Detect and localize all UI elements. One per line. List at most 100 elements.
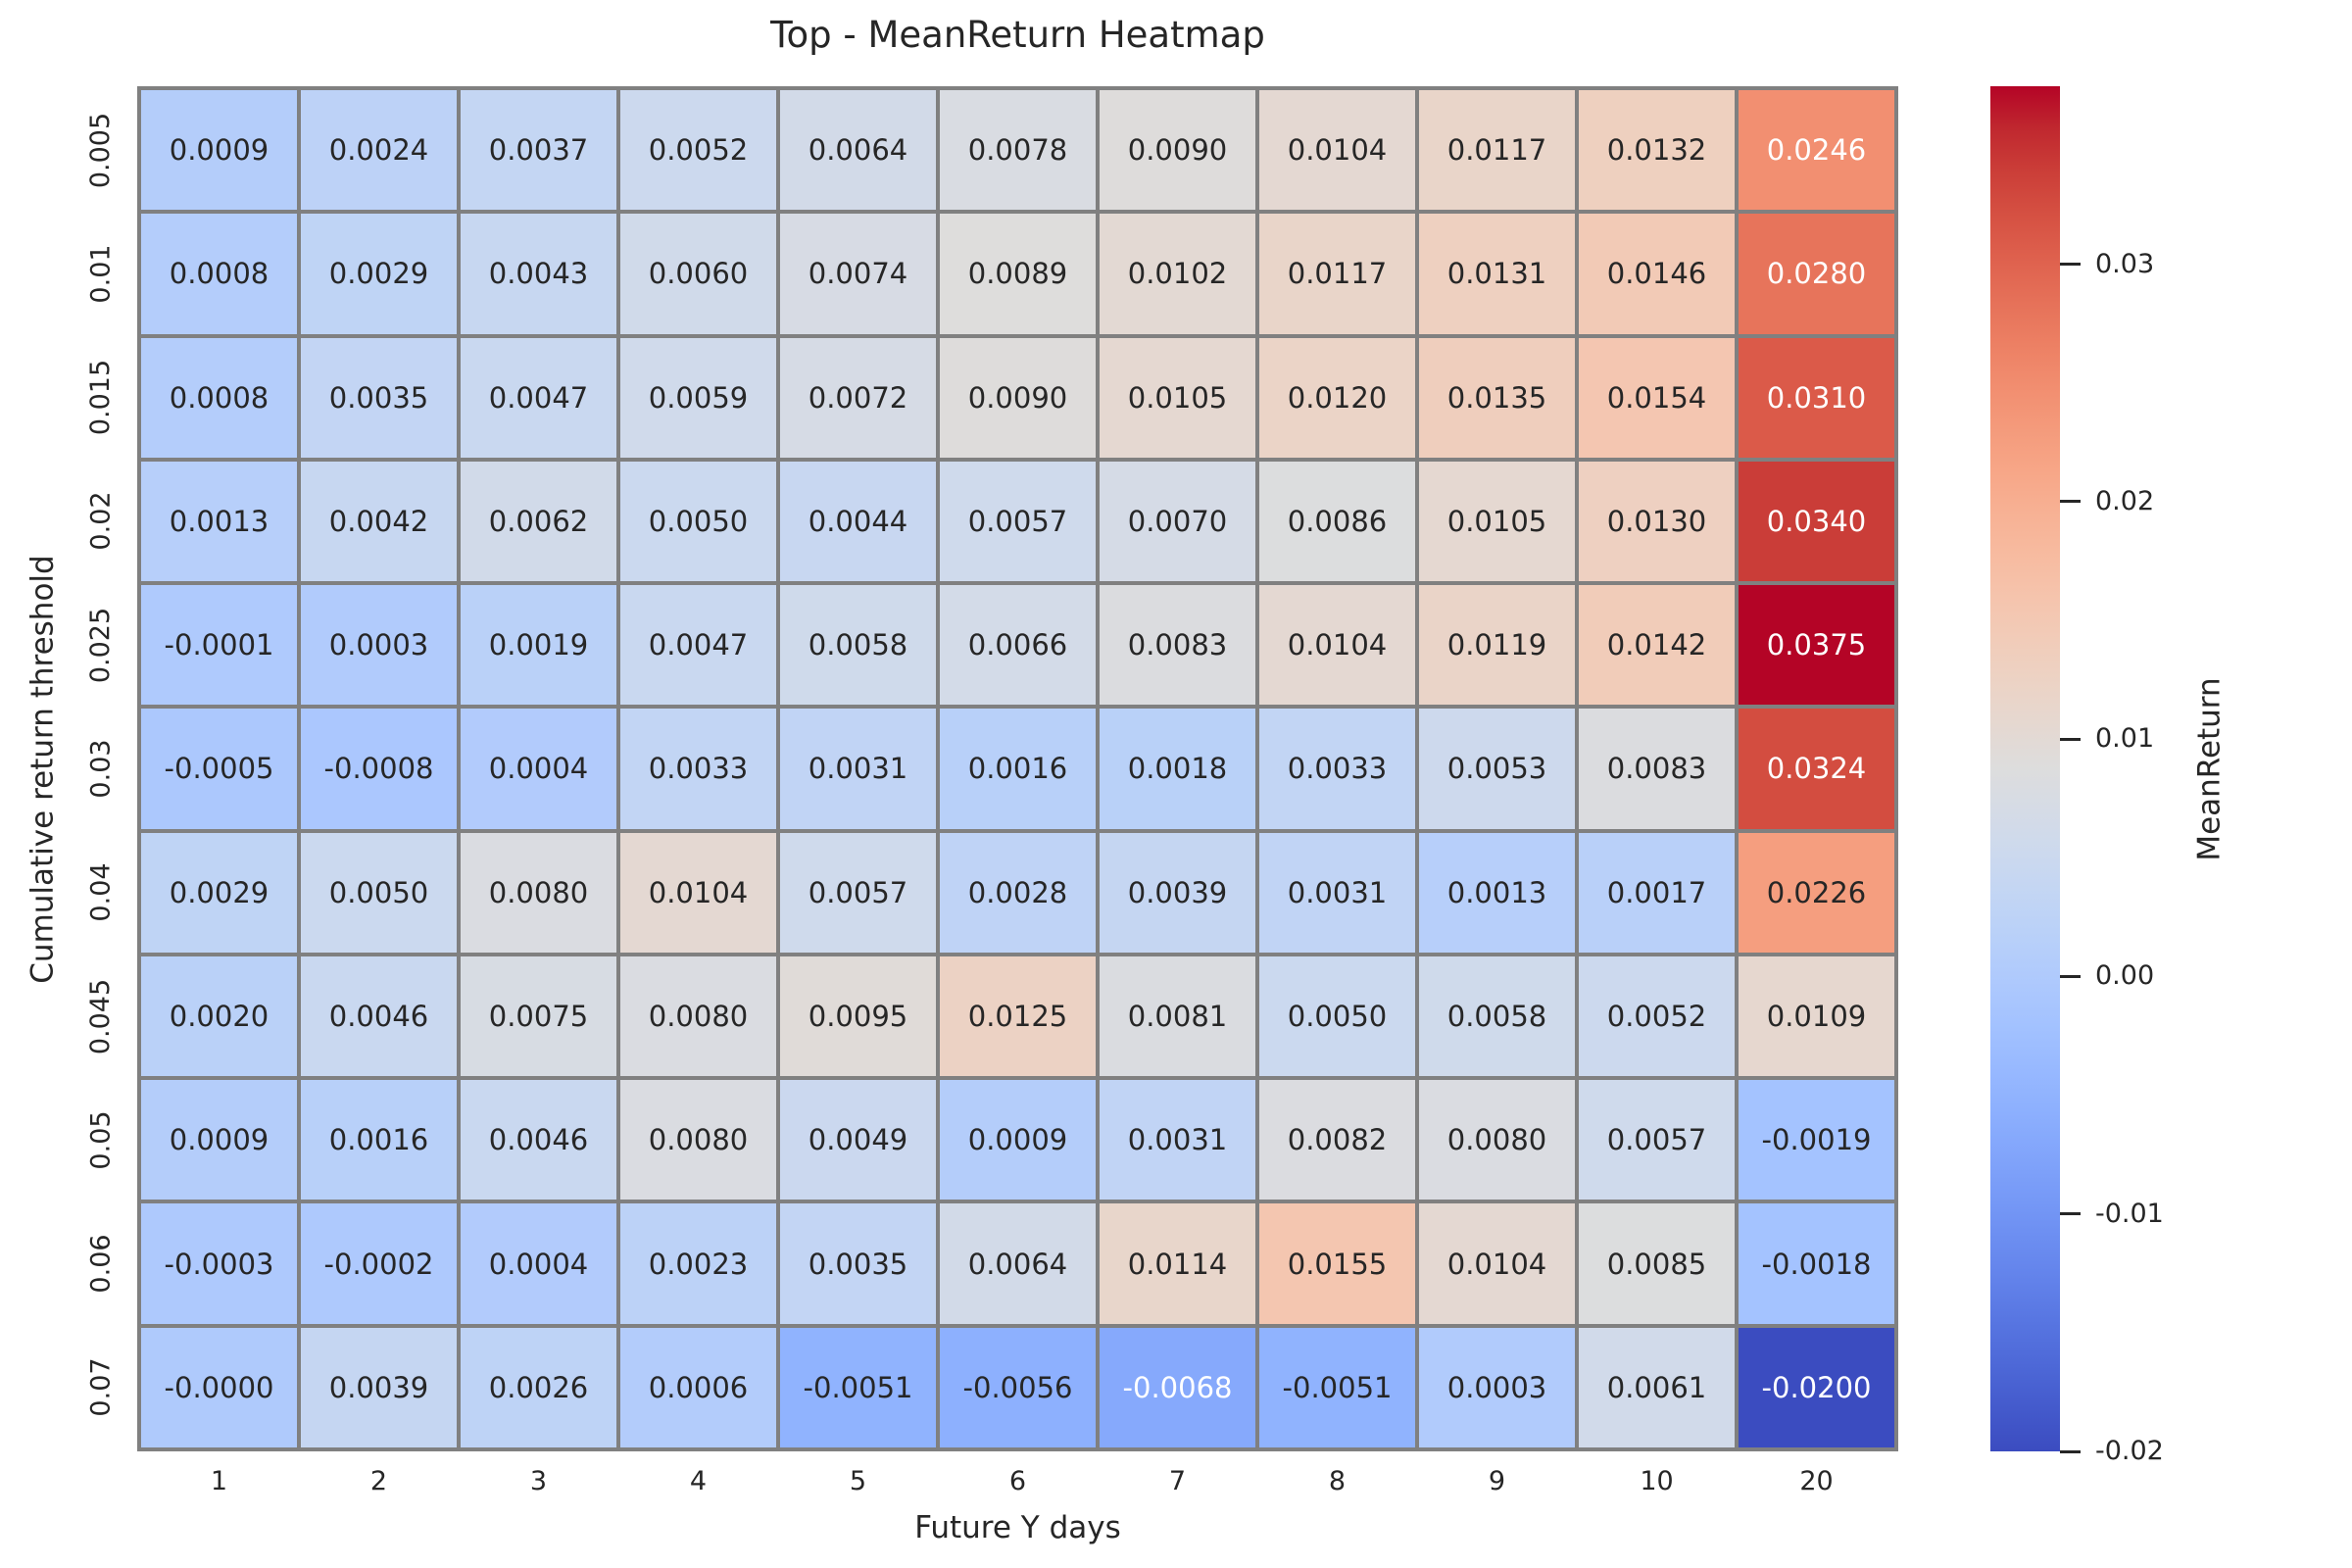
heatmap-cell: 0.0004	[461, 709, 616, 829]
heatmap-cell: -0.0200	[1739, 1327, 1894, 1447]
heatmap-cell: 0.0052	[1579, 956, 1735, 1077]
heatmap-cell: 0.0340	[1739, 461, 1894, 582]
heatmap-cell: 0.0064	[940, 1203, 1096, 1324]
heatmap-cell: 0.0016	[940, 709, 1096, 829]
heatmap-cell: -0.0056	[940, 1327, 1096, 1447]
heatmap-cell: 0.0105	[1419, 461, 1575, 582]
heatmap-cell: 0.0058	[1419, 956, 1575, 1077]
heatmap-cell: 0.0105	[1100, 337, 1255, 458]
heatmap-cell: 0.0013	[141, 461, 297, 582]
heatmap-cell: 0.0083	[1100, 585, 1255, 706]
heatmap-cell: -0.0001	[141, 585, 297, 706]
heatmap-cell: 0.0226	[1739, 832, 1894, 953]
heatmap-cell: 0.0130	[1579, 461, 1735, 582]
colorbar-tick-mark	[2060, 974, 2081, 978]
x-tick-label: 3	[529, 1466, 548, 1496]
heatmap-cell: 0.0053	[1419, 709, 1575, 829]
colorbar-tick-mark	[2060, 737, 2081, 741]
heatmap-cell: 0.0104	[620, 832, 776, 953]
heatmap-cell: 0.0046	[301, 956, 457, 1077]
heatmap-cell: 0.0008	[141, 337, 297, 458]
heatmap-cell: 0.0064	[780, 90, 936, 211]
heatmap-cell: 0.0080	[461, 832, 616, 953]
heatmap-cell: 0.0029	[141, 832, 297, 953]
heatmap-cell: 0.0119	[1419, 585, 1575, 706]
heatmap-cell: 0.0039	[301, 1327, 457, 1447]
heatmap-cell: 0.0029	[301, 214, 457, 334]
heatmap-cell: 0.0142	[1579, 585, 1735, 706]
heatmap-cell: -0.0008	[301, 709, 457, 829]
heatmap-cell: 0.0090	[1100, 90, 1255, 211]
heatmap-cell: 0.0033	[1259, 709, 1415, 829]
heatmap-cell: 0.0080	[1419, 1080, 1575, 1200]
heatmap-cell: -0.0051	[780, 1327, 936, 1447]
heatmap-cell: 0.0280	[1739, 214, 1894, 334]
heatmap-cell: 0.0009	[141, 90, 297, 211]
colorbar-tick-label: -0.01	[2095, 1198, 2164, 1229]
heatmap-cell: 0.0104	[1259, 585, 1415, 706]
colorbar-tick-mark	[2060, 263, 2081, 267]
heatmap-cell: 0.0057	[780, 832, 936, 953]
heatmap-cell: 0.0008	[141, 214, 297, 334]
x-tick-label: 10	[1640, 1466, 1674, 1496]
heatmap-cell: 0.0154	[1579, 337, 1735, 458]
heatmap-cell: 0.0009	[940, 1080, 1096, 1200]
colorbar	[1990, 86, 2060, 1451]
x-tick-label: 7	[1168, 1466, 1187, 1496]
heatmap-cell: 0.0031	[1259, 832, 1415, 953]
x-axis-label: Future Y days	[914, 1510, 1121, 1545]
heatmap-cell: 0.0080	[620, 956, 776, 1077]
heatmap-cell: 0.0095	[780, 956, 936, 1077]
heatmap-cell: -0.0003	[141, 1203, 297, 1324]
heatmap-cell: 0.0042	[301, 461, 457, 582]
heatmap-cell: 0.0135	[1419, 337, 1575, 458]
heatmap-cell: 0.0089	[940, 214, 1096, 334]
colorbar-tick-mark	[2060, 500, 2081, 504]
heatmap-cell: 0.0047	[461, 337, 616, 458]
heatmap-cell: 0.0037	[461, 90, 616, 211]
heatmap-cell: 0.0017	[1579, 832, 1735, 953]
heatmap-cell: 0.0003	[301, 585, 457, 706]
heatmap-cell: 0.0031	[1100, 1080, 1255, 1200]
chart-title: Top - MeanReturn Heatmap	[770, 14, 1265, 56]
heatmap-cell: 0.0057	[1579, 1080, 1735, 1200]
heatmap-cell: 0.0070	[1100, 461, 1255, 582]
heatmap-cell: 0.0026	[461, 1327, 616, 1447]
heatmap-cell: 0.0046	[461, 1080, 616, 1200]
heatmap-cell: 0.0043	[461, 214, 616, 334]
heatmap-cell: 0.0074	[780, 214, 936, 334]
x-tick-label: 20	[1799, 1466, 1834, 1496]
heatmap-cell: 0.0061	[1579, 1327, 1735, 1447]
colorbar-label-wrap: MeanReturn	[2168, 86, 2252, 1451]
heatmap-cell: 0.0044	[780, 461, 936, 582]
heatmap-cell: 0.0049	[780, 1080, 936, 1200]
colorbar-tick-mark	[2060, 1449, 2081, 1453]
heatmap-cell: 0.0050	[1259, 956, 1415, 1077]
heatmap-cell: 0.0080	[620, 1080, 776, 1200]
heatmap-cell: -0.0002	[301, 1203, 457, 1324]
heatmap-cell: 0.0132	[1579, 90, 1735, 211]
heatmap-cell: 0.0324	[1739, 709, 1894, 829]
heatmap-cell: 0.0120	[1259, 337, 1415, 458]
heatmap-cell: 0.0033	[620, 709, 776, 829]
heatmap-cell: 0.0057	[940, 461, 1096, 582]
heatmap-cell: 0.0024	[301, 90, 457, 211]
heatmap-cell: -0.0019	[1739, 1080, 1894, 1200]
heatmap-cell: 0.0104	[1259, 90, 1415, 211]
heatmap-cell: 0.0104	[1419, 1203, 1575, 1324]
heatmap-cell: 0.0016	[301, 1080, 457, 1200]
heatmap-cell: 0.0004	[461, 1203, 616, 1324]
heatmap-cell: 0.0060	[620, 214, 776, 334]
heatmap-cell: 0.0031	[780, 709, 936, 829]
heatmap-cell: 0.0023	[620, 1203, 776, 1324]
heatmap-cell: 0.0035	[780, 1203, 936, 1324]
heatmap-cell: 0.0114	[1100, 1203, 1255, 1324]
heatmap-cell: 0.0009	[141, 1080, 297, 1200]
x-tick-label: 9	[1488, 1466, 1506, 1496]
heatmap-cell: 0.0035	[301, 337, 457, 458]
x-tick-label: 5	[849, 1466, 867, 1496]
heatmap-cell: 0.0085	[1579, 1203, 1735, 1324]
heatmap-cell: 0.0062	[461, 461, 616, 582]
heatmap-cell: 0.0003	[1419, 1327, 1575, 1447]
